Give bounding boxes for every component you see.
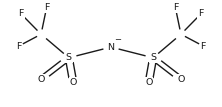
- Text: N: N: [107, 43, 115, 52]
- Text: F: F: [16, 42, 22, 51]
- Text: S: S: [150, 53, 156, 62]
- Text: S: S: [66, 53, 72, 62]
- Text: F: F: [18, 9, 24, 18]
- Text: F: F: [173, 3, 178, 12]
- Text: O: O: [145, 78, 153, 87]
- Text: −: −: [114, 36, 121, 45]
- Text: O: O: [69, 78, 77, 87]
- Text: O: O: [37, 75, 45, 84]
- Text: F: F: [44, 3, 49, 12]
- Text: F: F: [200, 42, 206, 51]
- Text: F: F: [198, 9, 204, 18]
- Text: O: O: [177, 75, 185, 84]
